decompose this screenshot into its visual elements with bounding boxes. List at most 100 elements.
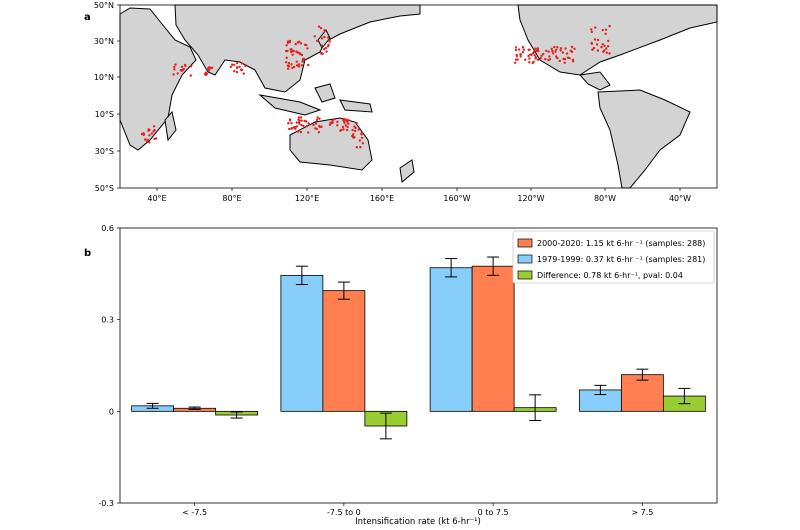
x-tick-label: -7.5 to 0 xyxy=(327,508,361,517)
storm-point xyxy=(561,51,564,54)
storm-point xyxy=(179,68,183,72)
storm-point xyxy=(315,127,318,131)
storm-point xyxy=(238,65,241,69)
y-tick-label: 0 xyxy=(109,407,114,416)
storm-point xyxy=(355,121,358,125)
storm-point xyxy=(182,68,185,72)
storm-point xyxy=(306,47,309,50)
storm-point xyxy=(299,116,303,119)
storm-point xyxy=(355,146,358,149)
storm-point xyxy=(300,53,304,57)
longitude-tick-label: 40°W xyxy=(669,194,691,203)
storm-point xyxy=(342,128,345,131)
longitude-tick-label: 160°W xyxy=(443,194,470,203)
storm-point xyxy=(360,133,363,136)
storm-point xyxy=(305,120,308,123)
storm-point xyxy=(244,64,247,68)
latitude-tick-label: 30°S xyxy=(95,147,114,156)
storm-point xyxy=(148,134,151,137)
storm-point xyxy=(295,60,298,63)
storm-point xyxy=(229,65,232,69)
storm-point xyxy=(291,49,294,53)
storm-point xyxy=(146,138,149,141)
storm-point xyxy=(236,61,239,65)
storm-point xyxy=(239,68,243,72)
storm-point xyxy=(345,120,349,123)
storm-point xyxy=(323,29,326,32)
storm-point xyxy=(152,125,156,128)
storm-point xyxy=(515,54,518,58)
storm-point xyxy=(285,56,288,59)
storm-point xyxy=(359,145,362,149)
storm-point xyxy=(316,116,319,119)
land-shape xyxy=(289,117,373,171)
storm-point xyxy=(345,128,349,132)
storm-point xyxy=(550,47,553,51)
storm-point xyxy=(287,65,291,68)
storm-point xyxy=(289,48,292,51)
storm-point xyxy=(285,61,288,64)
land-shape xyxy=(597,89,691,189)
storm-point xyxy=(302,124,305,128)
storm-point xyxy=(354,129,357,133)
storm-point xyxy=(295,64,299,67)
storm-point xyxy=(554,50,557,53)
storm-point xyxy=(528,48,531,51)
storm-point xyxy=(604,28,608,31)
latitude-ticks: 50°N 30°N 10°N 10°S 30°S 50°S xyxy=(94,1,120,193)
storm-point xyxy=(539,57,542,60)
storm-point xyxy=(152,130,155,133)
storm-point xyxy=(153,137,156,141)
storm-point xyxy=(307,122,310,125)
y-tick-label: 0.6 xyxy=(101,224,114,233)
latitude-tick-label: 10°N xyxy=(94,73,114,82)
storm-point xyxy=(242,72,245,75)
storm-point xyxy=(601,43,604,46)
latitude-tick-label: 50°N xyxy=(94,1,114,10)
storm-point xyxy=(341,125,345,129)
storm-point xyxy=(286,41,290,45)
storm-point xyxy=(514,46,518,49)
y-tick-label: 0.3 xyxy=(101,316,114,325)
storm-point xyxy=(328,123,332,127)
storm-point xyxy=(534,57,537,60)
longitude-tick-label: 120°W xyxy=(517,194,544,203)
storm-point xyxy=(528,61,531,64)
storm-point xyxy=(317,25,321,28)
storm-point xyxy=(570,50,574,54)
storm-point xyxy=(328,39,331,42)
storm-point xyxy=(357,128,360,131)
legend-swatch xyxy=(517,238,533,248)
x-tick-label: > 7.5 xyxy=(631,508,653,517)
storm-points xyxy=(140,24,611,149)
storm-point xyxy=(358,139,362,142)
storm-point xyxy=(331,119,334,122)
storm-point xyxy=(294,127,297,130)
storm-point xyxy=(307,131,310,134)
legend-entry: 2000-2020: 1.15 kt 6-hr ⁻¹ (samples: 288… xyxy=(537,239,705,248)
storm-point xyxy=(605,47,608,50)
longitude-tick-label: 80°W xyxy=(594,194,616,203)
storm-point xyxy=(347,119,350,122)
storm-point xyxy=(297,51,300,54)
storm-point xyxy=(594,26,597,29)
storm-point xyxy=(299,130,302,134)
storm-point xyxy=(551,52,555,55)
storm-point xyxy=(336,120,339,124)
storm-point xyxy=(592,46,596,50)
storm-point xyxy=(570,45,574,49)
legend-swatch xyxy=(517,254,533,264)
storm-point xyxy=(314,122,318,125)
storm-point xyxy=(208,66,211,69)
storm-point xyxy=(297,118,300,121)
storm-point xyxy=(323,35,326,39)
land-shape xyxy=(314,83,336,103)
land-shape xyxy=(164,110,177,142)
storm-point xyxy=(173,68,176,71)
storm-point xyxy=(344,124,347,127)
storm-point xyxy=(303,43,307,46)
storm-point xyxy=(548,55,551,58)
chart-panel-label: b xyxy=(84,248,91,259)
land-shape xyxy=(258,94,322,116)
storm-point xyxy=(288,119,292,122)
